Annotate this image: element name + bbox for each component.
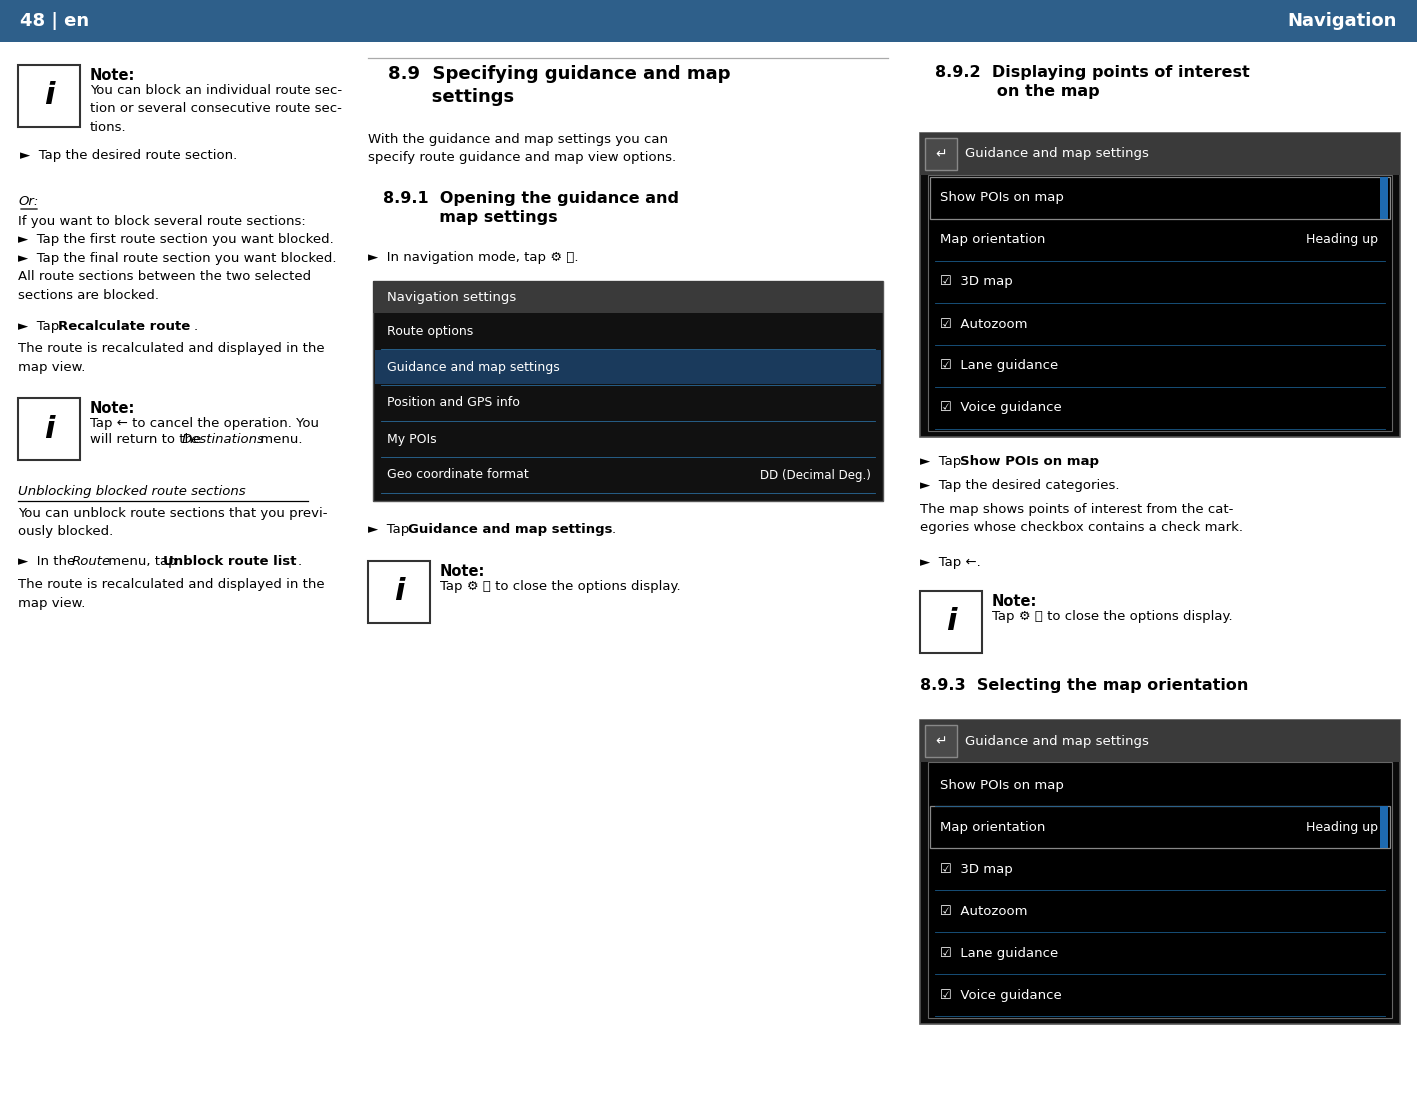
Bar: [368, 561, 429, 623]
Text: The route is recalculated and displayed in the
map view.: The route is recalculated and displayed …: [18, 578, 324, 609]
Text: .: .: [612, 523, 616, 536]
Text: Or:: Or:: [18, 195, 38, 208]
Text: ►  Tap: ► Tap: [920, 455, 965, 468]
Text: Note:: Note:: [91, 67, 136, 83]
Text: Position and GPS info: Position and GPS info: [387, 396, 520, 409]
Text: Unblock route list: Unblock route list: [163, 555, 296, 568]
Text: ►  Tap the desired route section.: ► Tap the desired route section.: [20, 149, 237, 161]
Text: Note:: Note:: [992, 594, 1037, 609]
Text: ►  In the: ► In the: [18, 555, 79, 568]
Text: Geo coordinate format: Geo coordinate format: [387, 469, 529, 481]
Text: 8.9.2  Displaying points of interest
           on the map: 8.9.2 Displaying points of interest on t…: [935, 65, 1250, 100]
Text: Guidance and map settings: Guidance and map settings: [965, 147, 1149, 160]
Bar: [376, 349, 881, 384]
Text: The route is recalculated and displayed in the
map view.: The route is recalculated and displayed …: [18, 342, 324, 374]
Text: Guidance and map settings: Guidance and map settings: [408, 523, 612, 536]
Text: Recalculate route: Recalculate route: [58, 320, 190, 333]
Text: Route options: Route options: [387, 324, 473, 337]
Text: i: i: [945, 607, 956, 636]
Text: .: .: [1088, 455, 1093, 468]
Text: ►  Tap ←.: ► Tap ←.: [920, 556, 981, 568]
Text: will return to the: will return to the: [91, 434, 205, 446]
Bar: [925, 726, 956, 757]
Text: Note:: Note:: [91, 401, 136, 416]
Text: Guidance and map settings: Guidance and map settings: [965, 734, 1149, 748]
Text: Map orientation: Map orientation: [939, 821, 1046, 834]
Bar: [930, 177, 1390, 219]
Bar: [920, 720, 1400, 1024]
Text: ☑  Autozoom: ☑ Autozoom: [939, 905, 1027, 918]
Text: Heading up: Heading up: [1306, 821, 1377, 834]
Text: menu, tap: menu, tap: [103, 555, 181, 568]
Text: ☑  Autozoom: ☑ Autozoom: [939, 317, 1027, 331]
Text: ☑  Voice guidance: ☑ Voice guidance: [939, 989, 1061, 1002]
Text: 8.9  Specifying guidance and map
       settings: 8.9 Specifying guidance and map settings: [388, 65, 731, 106]
Text: Destinations: Destinations: [181, 434, 265, 446]
Text: i: i: [44, 415, 54, 444]
Text: Route: Route: [72, 555, 111, 568]
Bar: [920, 591, 982, 653]
Bar: [925, 138, 956, 170]
Text: ►  In navigation mode, tap ⚙ Ⓐ.: ► In navigation mode, tap ⚙ Ⓐ.: [368, 251, 578, 264]
Text: menu.: menu.: [256, 434, 302, 446]
Bar: [373, 281, 883, 313]
Bar: [930, 806, 1390, 848]
Text: With the guidance and map settings you can
specify route guidance and map view o: With the guidance and map settings you c…: [368, 133, 676, 165]
Bar: [373, 281, 883, 501]
Text: The map shows points of interest from the cat-
egories whose checkbox contains a: The map shows points of interest from th…: [920, 503, 1243, 534]
Text: .: .: [298, 555, 302, 568]
Text: ☑  3D map: ☑ 3D map: [939, 863, 1013, 876]
Text: ►  Tap the desired categories.: ► Tap the desired categories.: [920, 479, 1119, 492]
Text: Heading up: Heading up: [1306, 233, 1377, 247]
Text: ☑  Lane guidance: ☑ Lane guidance: [939, 947, 1058, 960]
Text: ☑  3D map: ☑ 3D map: [939, 275, 1013, 289]
Text: ↵: ↵: [935, 147, 947, 161]
Text: Navigation: Navigation: [1288, 12, 1397, 30]
Text: You can unblock route sections that you previ-
ously blocked.: You can unblock route sections that you …: [18, 507, 327, 539]
Bar: [920, 133, 1400, 175]
Text: 8.9.1  Opening the guidance and
          map settings: 8.9.1 Opening the guidance and map setti…: [383, 191, 679, 226]
Text: i: i: [394, 577, 404, 606]
Text: i: i: [44, 82, 54, 111]
Bar: [18, 398, 79, 460]
Text: My POIs: My POIs: [387, 432, 436, 446]
Text: Tap ← to cancel the operation. You: Tap ← to cancel the operation. You: [91, 417, 319, 430]
Bar: [18, 65, 79, 127]
Text: 48 | en: 48 | en: [20, 12, 89, 30]
Bar: [1380, 806, 1389, 848]
Text: ↵: ↵: [935, 734, 947, 748]
Text: Unblocking blocked route sections: Unblocking blocked route sections: [18, 486, 245, 498]
Text: You can block an individual route sec-
tion or several consecutive route sec-
ti: You can block an individual route sec- t…: [91, 84, 341, 134]
Bar: [920, 720, 1400, 762]
Text: Tap ⚙ Ⓐ to close the options display.: Tap ⚙ Ⓐ to close the options display.: [992, 611, 1233, 623]
Text: Show POIs on map: Show POIs on map: [939, 779, 1064, 792]
Text: If you want to block several route sections:
►  Tap the first route section you : If you want to block several route secti…: [18, 215, 336, 302]
Text: DD (Decimal Deg.): DD (Decimal Deg.): [760, 469, 871, 481]
Text: ►  Tap: ► Tap: [18, 320, 64, 333]
Bar: [928, 175, 1391, 431]
Text: Map orientation: Map orientation: [939, 233, 1046, 247]
Text: Tap ⚙ Ⓐ to close the options display.: Tap ⚙ Ⓐ to close the options display.: [441, 580, 680, 593]
Text: Show POIs on map: Show POIs on map: [939, 191, 1064, 205]
Text: ☑  Voice guidance: ☑ Voice guidance: [939, 401, 1061, 415]
Text: Note:: Note:: [441, 564, 486, 580]
Bar: [1380, 177, 1389, 219]
Text: ►  Tap: ► Tap: [368, 523, 414, 536]
Text: Guidance and map settings: Guidance and map settings: [387, 361, 560, 374]
Text: .: .: [194, 320, 198, 333]
Text: Navigation settings: Navigation settings: [387, 291, 516, 303]
Text: 8.9.3  Selecting the map orientation: 8.9.3 Selecting the map orientation: [920, 678, 1248, 693]
Text: Show POIs on map: Show POIs on map: [959, 455, 1100, 468]
Bar: [928, 762, 1391, 1018]
Text: ☑  Lane guidance: ☑ Lane guidance: [939, 359, 1058, 373]
Bar: [0, 0, 1417, 42]
Bar: [920, 133, 1400, 437]
